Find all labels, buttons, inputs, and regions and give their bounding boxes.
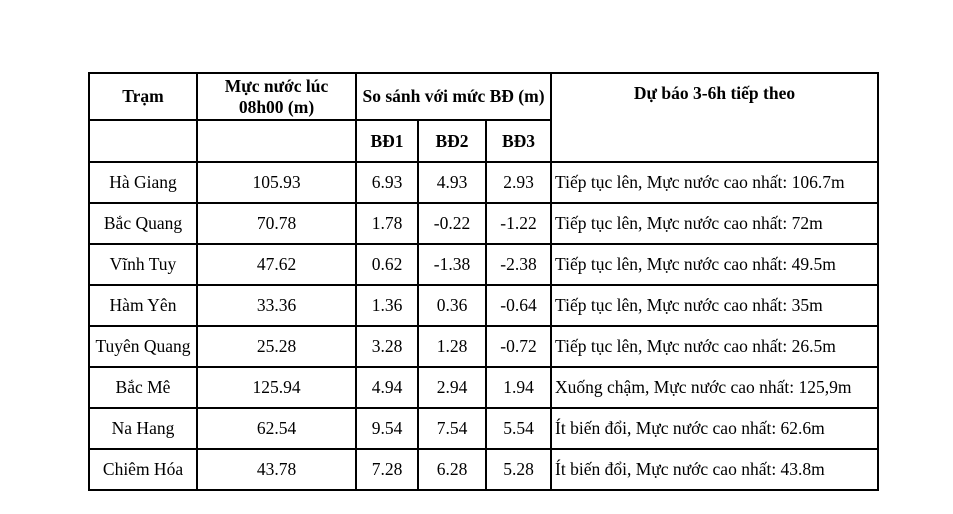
bd3-value: 5.28 [484, 448, 553, 492]
forecast-text: Ít biến đổi, Mực nước cao nhất: 43.8m [550, 448, 880, 492]
table-row: Hà Giang 105.93 6.93 4.93 2.93 Tiếp tục … [88, 161, 880, 205]
table-row: Bắc Quang 70.78 1.78 -0.22 -1.22 Tiếp tụ… [88, 202, 880, 246]
water-level-value: 47.62 [196, 243, 357, 287]
station-name: Tuyên Quang [88, 325, 198, 369]
station-name: Bắc Quang [88, 202, 198, 246]
table-row: Bắc Mê 125.94 4.94 2.94 1.94 Xuống chậm,… [88, 366, 880, 410]
col-header-water-level: Mực nước lúc 08h00 (m) [196, 71, 357, 122]
col-header-station: Trạm [88, 71, 198, 122]
header-row-1: Trạm Mực nước lúc 08h00 (m) So sánh với … [88, 71, 880, 164]
col-header-forecast: Dự báo 3-6h tiếp theo [550, 71, 880, 164]
header-row-2: BĐ1 BĐ2 BĐ3 [88, 119, 878, 164]
bd3-value: -2.38 [484, 243, 553, 287]
water-level-value: 105.93 [196, 161, 357, 205]
table-row: Chiêm Hóa 43.78 7.28 6.28 5.28 Ít biến đ… [88, 448, 880, 492]
forecast-text: Tiếp tục lên, Mực nước cao nhất: 72m [550, 202, 880, 246]
bd3-value: 1.94 [484, 366, 553, 410]
table-row: Tuyên Quang 25.28 3.28 1.28 -0.72 Tiếp t… [88, 325, 880, 369]
forecast-text: Tiếp tục lên, Mực nước cao nhất: 26.5m [550, 325, 880, 369]
col-header-bd2: BĐ2 [417, 119, 487, 164]
station-name: Hàm Yên [88, 284, 198, 328]
bd1-value: 4.94 [355, 366, 419, 410]
forecast-text: Xuống chậm, Mực nước cao nhất: 125,9m [550, 366, 880, 410]
bd2-value: -0.22 [417, 202, 487, 246]
water-level-value: 33.36 [196, 284, 357, 328]
bd1-value: 9.54 [355, 407, 419, 451]
bd3-value: -0.72 [484, 325, 553, 369]
water-level-value: 125.94 [196, 366, 357, 410]
bd1-value: 0.62 [355, 243, 419, 287]
station-name: Na Hang [88, 407, 198, 451]
col-header-water-level-empty [196, 119, 357, 164]
col-header-station-empty [88, 119, 198, 164]
bd2-value: 7.54 [417, 407, 487, 451]
bd2-value: 6.28 [417, 448, 487, 492]
water-level-value: 43.78 [196, 448, 357, 492]
bd2-value: 1.28 [417, 325, 487, 369]
bd2-value: 0.36 [417, 284, 487, 328]
forecast-text: Tiếp tục lên, Mực nước cao nhất: 35m [550, 284, 880, 328]
bd2-value: -1.38 [417, 243, 487, 287]
water-level-value: 25.28 [196, 325, 357, 369]
bd3-value: -1.22 [484, 202, 553, 246]
forecast-text: Tiếp tục lên, Mực nước cao nhất: 49.5m [550, 243, 880, 287]
water-level-value: 62.54 [196, 407, 357, 451]
col-header-bd3: BĐ3 [484, 119, 553, 164]
water-level-value: 70.78 [196, 202, 357, 246]
bd2-value: 2.94 [417, 366, 487, 410]
bd3-value: 5.54 [484, 407, 553, 451]
table-row: Hàm Yên 33.36 1.36 0.36 -0.64 Tiếp tục l… [88, 284, 880, 328]
bd3-value: 2.93 [484, 161, 553, 205]
bd1-value: 1.36 [355, 284, 419, 328]
station-name: Bắc Mê [88, 366, 198, 410]
table-row: Na Hang 62.54 9.54 7.54 5.54 Ít biến đổi… [88, 407, 880, 451]
bd1-value: 6.93 [355, 161, 419, 205]
col-header-bd1: BĐ1 [355, 119, 419, 164]
bd1-value: 7.28 [355, 448, 419, 492]
station-name: Hà Giang [88, 161, 198, 205]
forecast-text: Ít biến đổi, Mực nước cao nhất: 62.6m [550, 407, 880, 451]
col-header-comparison: So sánh với mức BĐ (m) [354, 71, 553, 122]
station-name: Vĩnh Tuy [88, 243, 198, 287]
bd1-value: 1.78 [355, 202, 419, 246]
forecast-text: Tiếp tục lên, Mực nước cao nhất: 106.7m [550, 161, 880, 205]
station-name: Chiêm Hóa [88, 448, 198, 492]
bd3-value: -0.64 [484, 284, 553, 328]
bd2-value: 4.93 [417, 161, 487, 205]
water-level-table: Trạm Mực nước lúc 08h00 (m) So sánh với … [88, 71, 880, 492]
table-row: Vĩnh Tuy 47.62 0.62 -1.38 -2.38 Tiếp tục… [88, 243, 880, 287]
bd1-value: 3.28 [355, 325, 419, 369]
